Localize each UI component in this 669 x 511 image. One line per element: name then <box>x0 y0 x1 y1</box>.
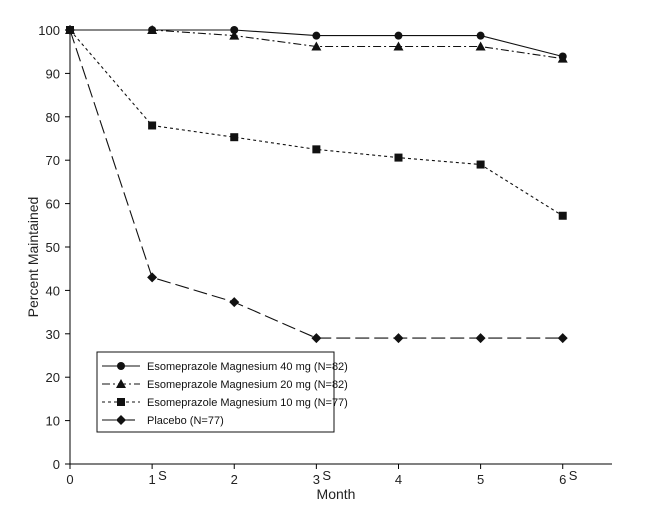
y-tick-label: 30 <box>46 327 60 342</box>
legend-entry: Esomeprazole Magnesium 40 mg (N=82) <box>102 361 348 373</box>
legend-label: Esomeprazole Magnesium 40 mg (N=82) <box>147 361 348 373</box>
legend-entry: Esomeprazole Magnesium 20 mg (N=82) <box>102 379 348 391</box>
x-tick-label: 2 <box>231 472 238 487</box>
legend-entry: Placebo (N=77) <box>102 415 224 427</box>
y-axis-label: Percent Maintained <box>25 197 41 318</box>
data-point <box>558 211 567 220</box>
data-point <box>229 297 240 308</box>
legend: Esomeprazole Magnesium 40 mg (N=82) Esome… <box>96 351 348 433</box>
series-4 <box>65 25 568 344</box>
x-tick-label: 5 <box>477 472 484 487</box>
data-point <box>394 153 403 162</box>
y-tick-label: 50 <box>46 240 60 255</box>
data-point <box>475 41 486 51</box>
legend-box <box>96 351 335 433</box>
data-point <box>476 160 485 169</box>
data-point <box>148 121 157 130</box>
x-tick-label: 4 <box>395 472 402 487</box>
y-tick-label: 90 <box>46 66 60 81</box>
legend-label: Placebo (N=77) <box>147 415 224 427</box>
series-3 <box>66 26 567 220</box>
x-tick-label: 1 <box>149 472 156 487</box>
legend-marker <box>116 415 126 425</box>
data-point <box>230 26 239 34</box>
data-point <box>475 333 486 344</box>
legend-marker <box>117 398 125 406</box>
y-tick-label: 100 <box>38 23 60 38</box>
data-point <box>312 31 321 40</box>
data-point <box>229 30 240 40</box>
x-tick-label: 6 <box>559 472 566 487</box>
data-point <box>476 31 485 40</box>
data-point <box>393 41 404 51</box>
data-point <box>65 25 75 35</box>
y-tick-label: 80 <box>46 110 60 125</box>
series-2 <box>65 25 568 63</box>
data-point <box>557 333 568 344</box>
x-tick-superscript: S <box>322 468 331 483</box>
data-point <box>394 31 403 40</box>
series-layer <box>65 25 568 344</box>
data-point <box>311 333 322 344</box>
legend-label: Esomeprazole Magnesium 20 mg (N=82) <box>147 379 348 391</box>
data-point <box>557 53 568 63</box>
series-line <box>69 29 563 217</box>
data-point <box>230 133 239 142</box>
data-point <box>393 333 404 344</box>
legend-marker <box>116 379 126 388</box>
y-tick-label: 60 <box>46 197 60 212</box>
y-tick-label: 40 <box>46 283 60 298</box>
y-tick-label: 20 <box>46 370 60 385</box>
data-point <box>147 25 158 34</box>
data-point <box>312 145 321 154</box>
x-tick-label: 3 <box>313 472 320 487</box>
legend-marker <box>117 362 125 370</box>
y-tick-label: 70 <box>46 153 60 168</box>
y-tick-label: 10 <box>46 414 60 429</box>
legend-entry: Esomeprazole Magnesium 10 mg (N=77) <box>102 397 348 409</box>
data-point <box>311 41 322 51</box>
x-tick-label: 0 <box>66 472 73 487</box>
series-line <box>69 29 563 339</box>
x-tick-superscript: S <box>569 468 578 483</box>
y-tick-label: 0 <box>53 457 60 472</box>
x-tick-superscript: S <box>158 468 167 483</box>
x-axis-label: Month <box>317 486 356 502</box>
legend-label: Esomeprazole Magnesium 10 mg (N=77) <box>147 397 348 409</box>
data-point <box>147 272 158 283</box>
